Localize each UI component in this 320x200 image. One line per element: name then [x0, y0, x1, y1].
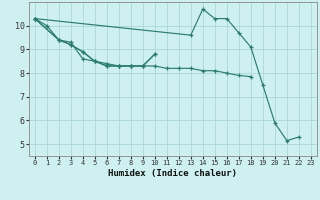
X-axis label: Humidex (Indice chaleur): Humidex (Indice chaleur): [108, 169, 237, 178]
